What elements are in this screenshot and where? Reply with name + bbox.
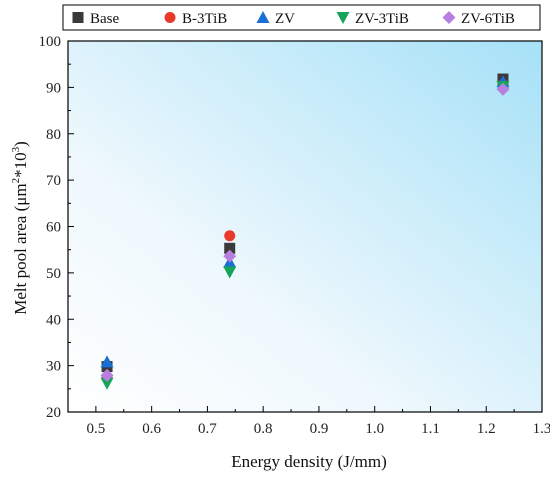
plot-background (68, 41, 542, 412)
data-point-zv (100, 355, 114, 368)
data-markers (100, 73, 510, 390)
legend-marker-zv (256, 11, 270, 23)
y-axis-title-part-1: Melt pool area (μm (11, 183, 30, 314)
x-tick-label: 0.5 (87, 421, 106, 437)
y-tick-label: 70 (46, 173, 61, 189)
legend-label: B-3TiB (182, 11, 227, 27)
x-tick-label: 0.8 (254, 421, 273, 437)
plot-frame (67, 40, 543, 413)
y-axis-title-sup-1: 2 (10, 178, 22, 184)
y-tick-label: 30 (46, 359, 61, 375)
legend-label: ZV-6TiB (461, 11, 515, 27)
y-axis-title-part-2: *10 (11, 152, 30, 178)
x-tick-label: 0.6 (142, 421, 161, 437)
legend-marker-zv-3tib (336, 12, 350, 24)
legend-label: ZV (275, 11, 295, 27)
legend-marker-base (72, 12, 84, 23)
data-point-zv-3tib (223, 266, 237, 279)
legend-box (62, 4, 541, 31)
tick-labels: 0.5 0.6 0.7 0.8 0.9 1.0 1.1 1.2 1.3 20 30 40 50 60 70 8… (39, 34, 550, 437)
y-axis-title-sup-2: 3 (10, 146, 22, 152)
legend-label: Base (90, 11, 120, 27)
data-point-zv-6tib (223, 249, 237, 263)
y-tick-label: 80 (46, 127, 61, 143)
x-tick-label: 1.3 (533, 421, 550, 437)
y-tick-label: 90 (46, 80, 61, 96)
y-tick-label: 40 (46, 312, 61, 328)
x-tick-label: 1.1 (421, 421, 440, 437)
legend-label: ZV-3TiB (355, 11, 409, 27)
x-tick-label: 1.0 (365, 421, 384, 437)
data-point-zv-6tib (100, 368, 114, 382)
data-point-zv-6tib (496, 82, 510, 96)
legend-marker-zv-6tib (442, 11, 456, 24)
y-tick-label: 20 (46, 405, 61, 421)
y-axis-title: Melt pool area (μm2*103) (10, 141, 30, 315)
x-tick-label: 0.7 (198, 421, 217, 437)
y-axis-title-part-3: ) (11, 141, 30, 147)
x-tick-label: 1.2 (477, 421, 496, 437)
y-tick-label: 60 (46, 220, 61, 236)
x-tick-label: 0.9 (310, 421, 329, 437)
data-point-b-3tib (224, 230, 236, 242)
data-point-base (224, 242, 236, 254)
legend-marker-b-3tib (164, 12, 176, 23)
y-tick-label: 100 (39, 34, 62, 50)
y-tick-label: 50 (46, 266, 61, 282)
data-point-zv-3tib (100, 377, 114, 390)
legend: Base B-3TiB ZV ZV-3TiB ZV-6TiB (62, 4, 541, 31)
x-axis-title: Energy density (J/mm) (231, 452, 387, 471)
